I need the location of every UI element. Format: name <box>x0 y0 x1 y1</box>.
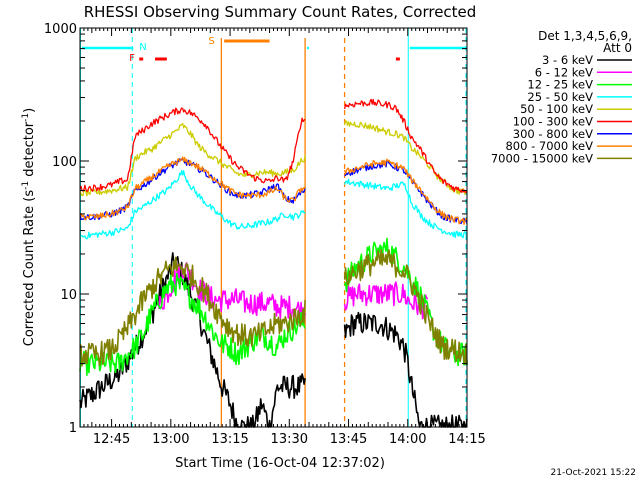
legend-label: 100 - 300 keV <box>513 115 593 129</box>
axis-layer: 12:45 13:00 13:15 13:30 13:45 14:00 14:15 1 10 10… <box>44 22 486 447</box>
x-tick-label: 13:30 <box>271 432 308 447</box>
legend-label: 7000 - 15000 keV <box>491 151 593 165</box>
legend-label: 50 - 100 keV <box>520 102 593 116</box>
series-layer <box>79 98 468 428</box>
x-tick-label: 14:00 <box>389 432 426 447</box>
series-line-4 <box>79 169 468 240</box>
flare-label: F <box>129 53 135 64</box>
series-line-8 <box>79 156 468 226</box>
legend-header-line2: Att 0 <box>603 41 632 55</box>
saa-label: S <box>208 36 214 47</box>
legend-label: 12 - 25 keV <box>527 78 593 92</box>
legend-label: 3 - 6 keV <box>542 53 593 67</box>
x-tick-label: 14:15 <box>448 432 485 447</box>
y-axis-label: Corrected Count Rate (s-1 detector-1) <box>21 108 37 346</box>
footer-date: 21-Oct-2021 15:22 <box>551 468 636 478</box>
x-axis-label: Start Time (16-Oct-04 12:37:02) <box>175 456 385 471</box>
att-state-label: N <box>139 42 146 53</box>
x-tick-label: 13:45 <box>330 432 367 447</box>
y-tick-label: 10 <box>60 288 77 303</box>
chart-title: RHESSI Observing Summary Count Rates, Co… <box>84 3 477 21</box>
series-line-9 <box>79 249 468 367</box>
y-tick-label: 100 <box>52 155 77 170</box>
legend-label: 800 - 7000 keV <box>505 139 593 153</box>
y-tick-label: 1 <box>69 421 77 436</box>
annotation-layer: NF S <box>80 28 467 427</box>
legend-label: 25 - 50 keV <box>527 90 593 104</box>
x-tick-label: 13:00 <box>152 432 189 447</box>
legend-label: 300 - 800 keV <box>513 127 593 141</box>
x-tick-label: 13:15 <box>211 432 248 447</box>
x-tick-label: 12:45 <box>93 432 130 447</box>
series-line-6 <box>79 98 468 194</box>
y-tick-label: 1000 <box>44 22 77 37</box>
legend-header-line1: Det 1,3,4,5,6,9, <box>538 29 632 43</box>
legend-label: 6 - 12 keV <box>535 65 593 79</box>
series-line-2 <box>158 262 429 323</box>
